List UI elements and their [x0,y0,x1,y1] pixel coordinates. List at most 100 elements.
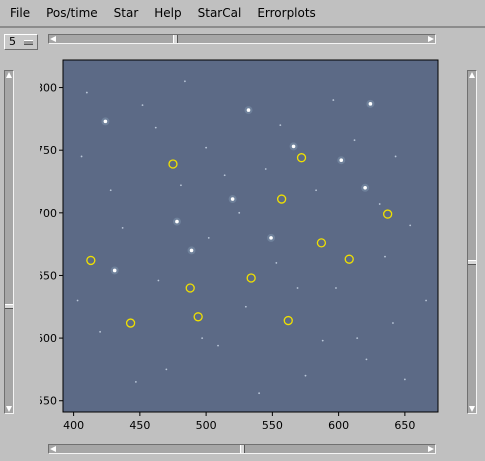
menu-bar: File Pos/time Star Help StarCal Errorplo… [0,0,485,28]
faint-star [275,262,278,264]
menu-starcal[interactable]: StarCal [197,6,242,20]
right-scroll-thumb[interactable] [468,260,476,265]
x-axis: 400 450 500 550 600 650 [63,412,415,432]
faint-star [332,99,335,101]
scroll-down-arrow-icon[interactable] [469,406,475,412]
bright-star [246,108,251,112]
bottom-scroll-thumb[interactable] [240,445,245,453]
x-tick-label: 400 [63,419,84,432]
faint-star [409,224,412,227]
option-menu-indicator-icon [24,40,33,45]
faint-star [304,374,307,377]
faint-star [353,139,356,142]
star-marker[interactable] [382,209,393,219]
zoom-option-menu[interactable]: 5 [4,34,38,50]
y-tick-label: 800 [40,82,57,95]
faint-star [335,287,337,289]
faint-star [238,211,241,214]
top-scroll-thumb[interactable] [173,35,178,43]
bright-star [175,219,179,224]
faint-star [403,378,406,381]
star-marker[interactable] [168,159,178,169]
menu-help[interactable]: Help [154,6,182,20]
scroll-left-arrow-icon[interactable] [50,446,56,452]
faint-star [321,339,324,342]
star-marker[interactable] [246,273,256,283]
faint-star [394,155,397,158]
faint-star [217,344,219,347]
bright-star [230,197,235,201]
star-marker[interactable] [86,255,96,266]
faint-star [85,91,88,94]
left-scroll-thumb[interactable] [5,304,13,309]
bottom-horizontal-scrollbar[interactable] [48,444,436,454]
bright-star [291,144,296,149]
bright-star [339,158,344,163]
faint-star [244,305,247,308]
menu-star[interactable]: Star [113,6,139,20]
faint-star [315,189,317,192]
star-field-plot[interactable]: 400 450 500 550 600 650 550 600 650 700 750 800 [40,56,450,436]
scroll-right-arrow-icon[interactable] [428,36,434,42]
x-tick-label: 600 [328,419,349,432]
star-marker[interactable] [316,238,327,248]
bright-star [112,268,117,273]
y-tick-label: 550 [40,395,57,408]
bright-star [189,248,194,253]
faint-star [205,146,208,149]
star-marker[interactable] [125,318,136,328]
faint-star [99,330,102,333]
star-marker[interactable] [344,254,354,264]
faint-star [356,337,359,339]
faint-star [223,174,226,177]
y-tick-label: 750 [40,144,57,157]
scroll-up-arrow-icon[interactable] [469,72,475,78]
star-marker[interactable] [283,315,293,326]
faint-star [184,80,186,83]
scroll-down-arrow-icon[interactable] [6,406,12,412]
faint-star [392,322,394,324]
faint-star [279,124,282,127]
menu-file[interactable]: File [10,6,31,20]
right-vertical-scrollbar[interactable] [467,70,477,414]
faint-star [154,126,157,129]
x-tick-label: 450 [129,419,150,432]
star-marker[interactable] [276,194,287,204]
left-vertical-scrollbar[interactable] [4,70,14,414]
faint-star [425,299,427,302]
bright-star [269,236,273,240]
star-marker[interactable] [185,283,195,293]
faint-star [378,203,381,205]
faint-star [296,287,299,289]
faint-star [80,155,83,158]
faint-star [76,299,79,302]
faint-star [264,168,267,170]
faint-star [384,255,386,258]
scroll-up-arrow-icon[interactable] [6,72,12,78]
menu-pos-time[interactable]: Pos/time [46,6,98,20]
bright-star [368,102,373,106]
menu-errorplots[interactable]: Errorplots [257,6,316,20]
star-markers[interactable] [86,153,393,328]
faint-star [180,184,182,187]
faint-star [365,358,368,361]
faint-star [207,236,210,239]
faint-star [109,189,112,192]
star-marker[interactable] [296,153,307,163]
bright-star [103,119,108,124]
scroll-left-arrow-icon[interactable] [50,36,56,42]
y-tick-label: 600 [40,332,57,345]
x-tick-label: 500 [196,419,217,432]
x-tick-label: 650 [394,419,415,432]
faint-star [121,226,124,229]
y-tick-label: 650 [40,269,57,282]
y-tick-label: 700 [40,207,57,220]
star-marker[interactable] [193,312,203,322]
zoom-value: 5 [9,35,16,48]
x-tick-label: 550 [262,419,283,432]
scroll-right-arrow-icon[interactable] [428,446,434,452]
star-field-image[interactable] [63,60,438,412]
faint-star [134,381,137,383]
top-horizontal-scrollbar[interactable] [48,34,436,44]
bright-stars [101,99,375,275]
